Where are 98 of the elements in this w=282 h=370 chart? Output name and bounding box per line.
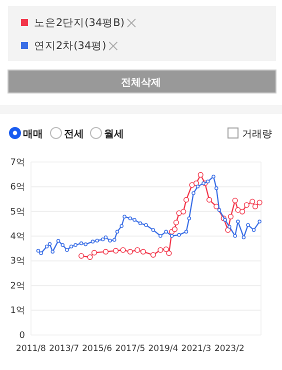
point — [244, 202, 250, 208]
point — [84, 242, 88, 246]
legend-label: 노은2단지(34평B) — [34, 17, 124, 29]
point — [79, 241, 84, 246]
x-tick-label: 2023/2 — [214, 344, 244, 354]
point — [193, 180, 200, 186]
point — [246, 223, 250, 227]
x-tick-label: 2011/8 — [16, 344, 46, 354]
point — [104, 235, 108, 240]
point — [228, 214, 234, 220]
text: 월세 — [104, 129, 124, 140]
point — [140, 248, 146, 254]
y-tick-label: 3억 — [10, 256, 25, 267]
point — [158, 234, 162, 238]
y-tick-label: 0 — [19, 330, 26, 341]
point — [132, 218, 136, 222]
point — [196, 184, 200, 188]
point — [151, 228, 156, 232]
point — [91, 250, 98, 256]
point — [102, 248, 109, 254]
point — [144, 223, 148, 227]
point — [240, 208, 246, 214]
point — [134, 247, 140, 253]
point — [95, 238, 99, 242]
point — [87, 254, 93, 260]
y-tick-label: 7억 — [10, 158, 25, 168]
point — [198, 172, 204, 178]
point — [184, 230, 188, 234]
legend-label: 연지2차(34평) — [34, 40, 106, 52]
point — [36, 248, 40, 253]
point — [214, 186, 218, 190]
point — [183, 197, 190, 203]
point — [228, 224, 232, 229]
x-tick-label: 2019/4 — [148, 344, 178, 354]
point — [112, 238, 116, 242]
point — [232, 198, 238, 204]
y-tick-label: 6억 — [10, 182, 25, 193]
point — [150, 252, 156, 258]
text: 전체삭제 — [121, 78, 161, 88]
point — [212, 174, 216, 178]
point — [252, 228, 256, 232]
point — [50, 250, 55, 254]
point — [173, 220, 179, 226]
point — [166, 250, 172, 256]
y-tick-label: 5억 — [10, 207, 25, 218]
point — [180, 208, 186, 214]
point — [236, 220, 240, 224]
point — [187, 216, 192, 220]
point — [233, 234, 237, 238]
x-tick-label: 2021/3 — [181, 344, 212, 354]
point — [164, 230, 168, 234]
point — [223, 218, 227, 222]
point — [48, 242, 52, 246]
point — [44, 244, 49, 248]
point — [158, 247, 164, 253]
point — [217, 208, 222, 212]
text: 거래량 — [242, 129, 272, 140]
point — [120, 247, 126, 253]
point — [115, 230, 120, 234]
point — [242, 235, 246, 240]
y-tick-label: 1억 — [10, 306, 25, 316]
point — [206, 180, 210, 184]
y-tick-label: 2억 — [10, 281, 25, 292]
point — [128, 216, 132, 220]
y-tick-label: 4억 — [10, 232, 25, 242]
point — [138, 221, 142, 226]
point — [192, 191, 196, 196]
point — [256, 200, 262, 206]
point — [202, 181, 206, 186]
point — [56, 238, 60, 243]
point — [177, 233, 181, 237]
point — [90, 240, 95, 244]
point — [122, 214, 126, 219]
x-tick-label: 2015/6 — [82, 344, 112, 354]
x-tick-label: 2017/5 — [115, 344, 146, 354]
point — [163, 246, 169, 252]
point — [170, 234, 174, 238]
point — [65, 248, 69, 252]
point — [108, 238, 112, 242]
x-tick-label: 2013/7 — [49, 344, 80, 354]
text: 매매 — [23, 129, 43, 140]
point — [113, 248, 119, 254]
point — [69, 244, 74, 248]
point — [172, 226, 178, 232]
point — [60, 243, 65, 247]
point — [39, 251, 43, 256]
point — [235, 207, 241, 213]
point — [258, 220, 262, 224]
point — [252, 204, 258, 210]
point — [127, 248, 133, 254]
point — [100, 237, 105, 242]
point — [250, 198, 256, 204]
point — [74, 243, 78, 247]
text: 전세 — [64, 129, 84, 140]
point — [206, 197, 212, 203]
point — [176, 210, 182, 216]
point — [78, 253, 84, 259]
point — [120, 224, 124, 228]
